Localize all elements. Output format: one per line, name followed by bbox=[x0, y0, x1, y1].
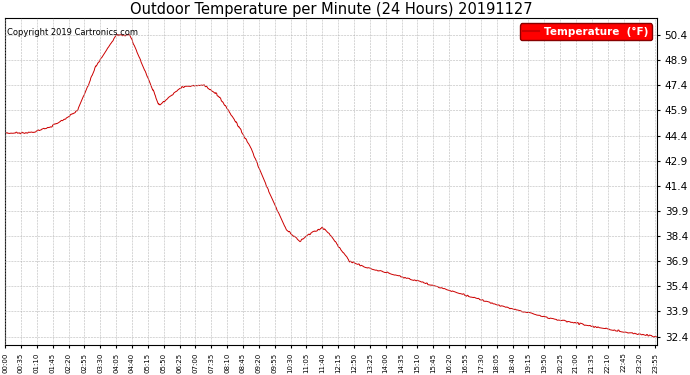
Title: Outdoor Temperature per Minute (24 Hours) 20191127: Outdoor Temperature per Minute (24 Hours… bbox=[130, 2, 533, 17]
Legend: Temperature  (°F): Temperature (°F) bbox=[520, 24, 652, 40]
Text: Copyright 2019 Cartronics.com: Copyright 2019 Cartronics.com bbox=[7, 28, 138, 37]
